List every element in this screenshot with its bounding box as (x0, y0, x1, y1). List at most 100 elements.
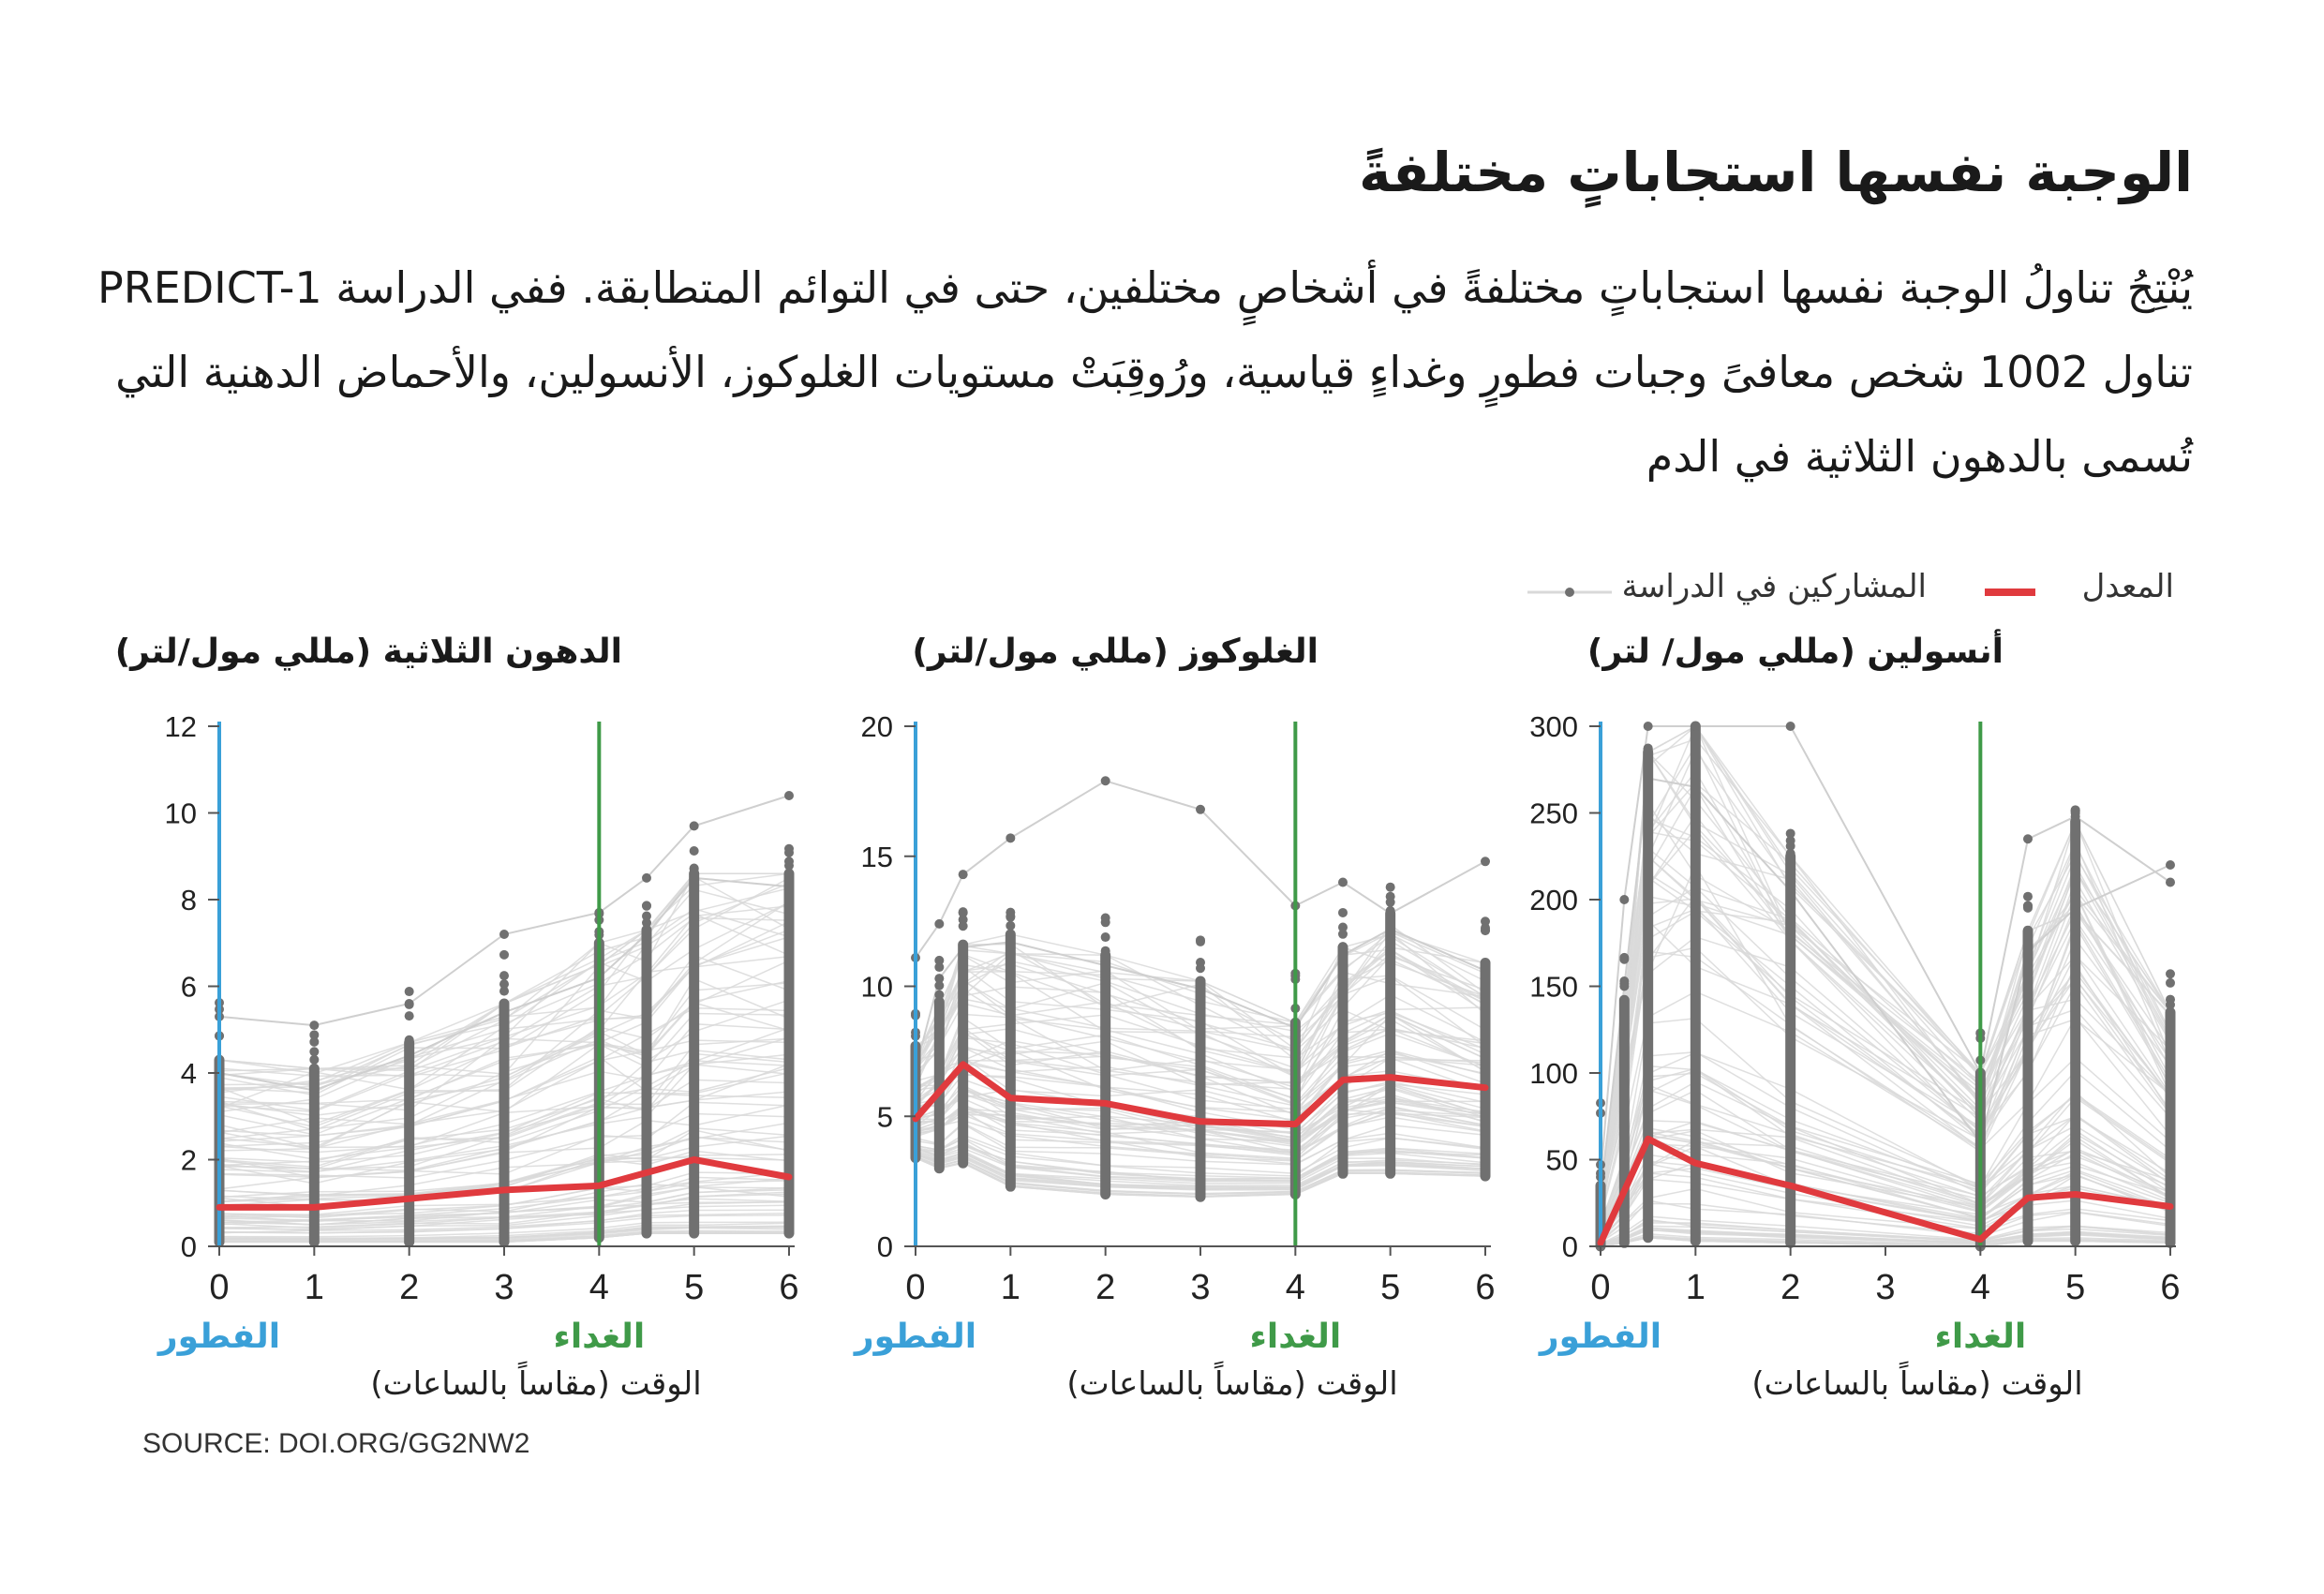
participant-line (915, 993, 1486, 1080)
participant-line (915, 1134, 1486, 1177)
participant-point (404, 1011, 414, 1021)
participant-point (2023, 891, 2033, 901)
participant-line (915, 1105, 1486, 1159)
participant-point (1100, 932, 1110, 943)
participant-point (934, 962, 945, 973)
participant-line (218, 872, 789, 1087)
average-line (1597, 1135, 2174, 1246)
x-tick-label: 6 (779, 1268, 798, 1307)
participant-point (1481, 857, 1490, 867)
participant-point (499, 949, 509, 960)
x-tick-label: 2 (1095, 1268, 1115, 1307)
y-tick-label: 200 (1529, 884, 1578, 916)
x-axis-label: الوقت (مقاساً بالساعات) (1751, 1361, 2082, 1403)
participant-point (934, 980, 945, 991)
participant-point (404, 1035, 414, 1045)
participant-line (1600, 750, 2171, 1195)
participant-line (218, 1037, 790, 1170)
participant-point (1196, 984, 1205, 994)
breakfast-label: الفطور (1538, 1318, 1661, 1356)
participant-line (915, 1122, 1486, 1165)
participant-point (1643, 745, 1653, 755)
participant-line (218, 954, 790, 1132)
participant-line (915, 1144, 1486, 1181)
y-tick-label: 12 (165, 710, 197, 743)
participant-point (1691, 782, 1701, 792)
participant-line (218, 882, 790, 1077)
participant-point (1338, 950, 1348, 961)
participant-point (689, 821, 699, 831)
y-tick-label: 250 (1529, 797, 1578, 830)
participant-point (2166, 977, 2175, 988)
participant-line (218, 1185, 790, 1226)
x-tick-label: 3 (494, 1268, 514, 1307)
participant-line (218, 1129, 790, 1202)
participant-point (1100, 776, 1110, 786)
x-tick-label: 1 (305, 1268, 324, 1307)
participant-point (642, 911, 651, 921)
y-tick-label: 50 (1546, 1144, 1578, 1177)
participant-point (499, 986, 509, 996)
participant-point (1006, 920, 1016, 931)
participant-point (2023, 901, 2033, 911)
participant-point (1385, 908, 1395, 918)
legend-marks (1527, 588, 2035, 597)
participant-line (218, 1180, 790, 1223)
participant-line (218, 1012, 790, 1149)
participant-line (218, 1188, 790, 1224)
participant-line (219, 1232, 789, 1244)
participant-point (1100, 961, 1110, 971)
participant-point (784, 791, 794, 800)
participant-point (499, 979, 509, 990)
participant-point (1619, 981, 1630, 991)
participant-point (499, 971, 509, 981)
participant-point (1196, 957, 1205, 967)
participant-point (309, 1020, 320, 1031)
participant-line (915, 931, 1486, 1068)
participant-line (915, 1150, 1486, 1184)
legend-participants-dot (1565, 588, 1574, 597)
participant-line (218, 977, 790, 1140)
participant-point (1196, 804, 1205, 814)
x-tick-label: 3 (1875, 1268, 1895, 1307)
participant-point (2166, 877, 2175, 887)
participant-line (915, 1153, 1486, 1190)
legend-participants-label: المشاركين في الدراسة (1621, 568, 1927, 605)
x-tick-label: 5 (1380, 1268, 1400, 1307)
participant-point (1006, 937, 1016, 947)
y-tick-label: 0 (877, 1230, 893, 1263)
participant-line (1600, 1134, 2171, 1232)
y-tick-label: 4 (181, 1057, 197, 1090)
participant-line (218, 999, 790, 1151)
participant-point (642, 917, 651, 928)
participant-point (404, 987, 414, 997)
participant-line (218, 1221, 790, 1238)
participant-line (218, 1104, 790, 1178)
participant-outlier-line (218, 795, 790, 1027)
participant-line (218, 901, 790, 1113)
participant-point (1785, 835, 1795, 845)
participant-point (1619, 895, 1630, 904)
participant-point (958, 921, 968, 931)
y-tick-label: 150 (1529, 971, 1578, 1004)
participant-line (218, 905, 790, 1111)
participant-point (934, 990, 945, 1000)
lunch-label: الغداء (1249, 1318, 1341, 1356)
x-tick-label: 6 (2160, 1268, 2180, 1307)
x-tick-label: 0 (905, 1268, 925, 1307)
participant-point (1481, 965, 1490, 976)
average-line (216, 1156, 793, 1211)
participant-point (1691, 722, 1701, 731)
participant-point (934, 918, 945, 929)
participant-line (915, 1123, 1486, 1166)
participant-line (218, 929, 790, 1117)
participant-line (218, 1036, 790, 1142)
participant-line (218, 913, 790, 1086)
intro-paragraph: يُنْتِجُ تناولُ الوجبة نفسها استجاباتٍ م… (97, 262, 2193, 482)
participant-line (1600, 786, 2171, 1203)
participant-point (1619, 954, 1630, 964)
y-tick-label: 15 (861, 841, 893, 873)
participant-outlier-line (915, 780, 1486, 959)
participant-point (2166, 969, 2175, 979)
